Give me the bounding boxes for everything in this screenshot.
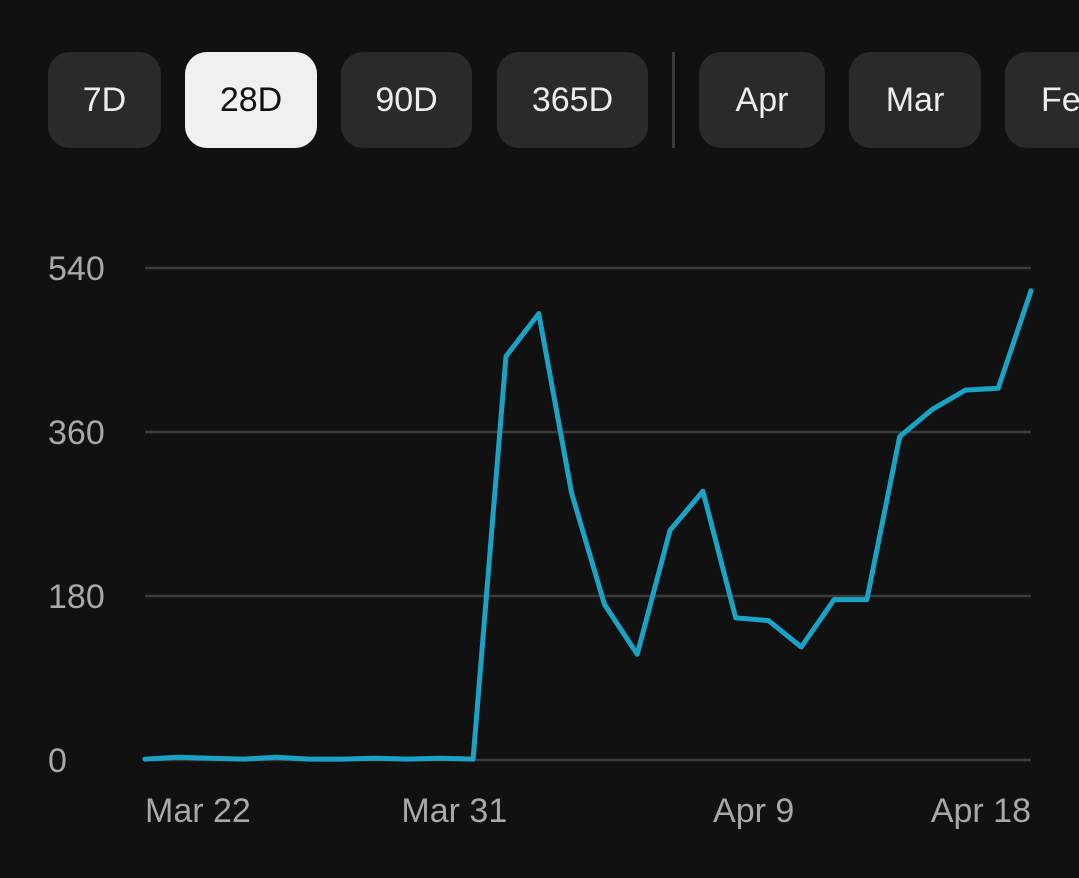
month-apr-button[interactable]: Apr xyxy=(699,52,825,148)
x-tick-label: Mar 22 xyxy=(145,792,251,830)
month-feb-button[interactable]: Fe xyxy=(1005,52,1079,148)
y-tick-label: 540 xyxy=(48,250,105,288)
y-tick-label: 0 xyxy=(48,742,67,780)
series-line xyxy=(142,288,1034,762)
y-tick-label: 360 xyxy=(48,414,105,452)
x-tick-label: Apr 9 xyxy=(713,792,794,830)
x-tick-label: Apr 18 xyxy=(931,792,1031,830)
range-365d-button[interactable]: 365D xyxy=(497,52,648,148)
range-divider xyxy=(672,52,675,148)
range-7d-button[interactable]: 7D xyxy=(48,52,161,148)
range-90d-button[interactable]: 90D xyxy=(341,52,472,148)
range-28d-button[interactable]: 28D xyxy=(185,52,317,148)
x-tick-label: Mar 31 xyxy=(401,792,507,830)
range-selector: 7D 28D 90D 365D Apr Mar Fe xyxy=(0,52,1079,148)
month-mar-button[interactable]: Mar xyxy=(849,52,981,148)
y-tick-label: 180 xyxy=(48,578,105,616)
